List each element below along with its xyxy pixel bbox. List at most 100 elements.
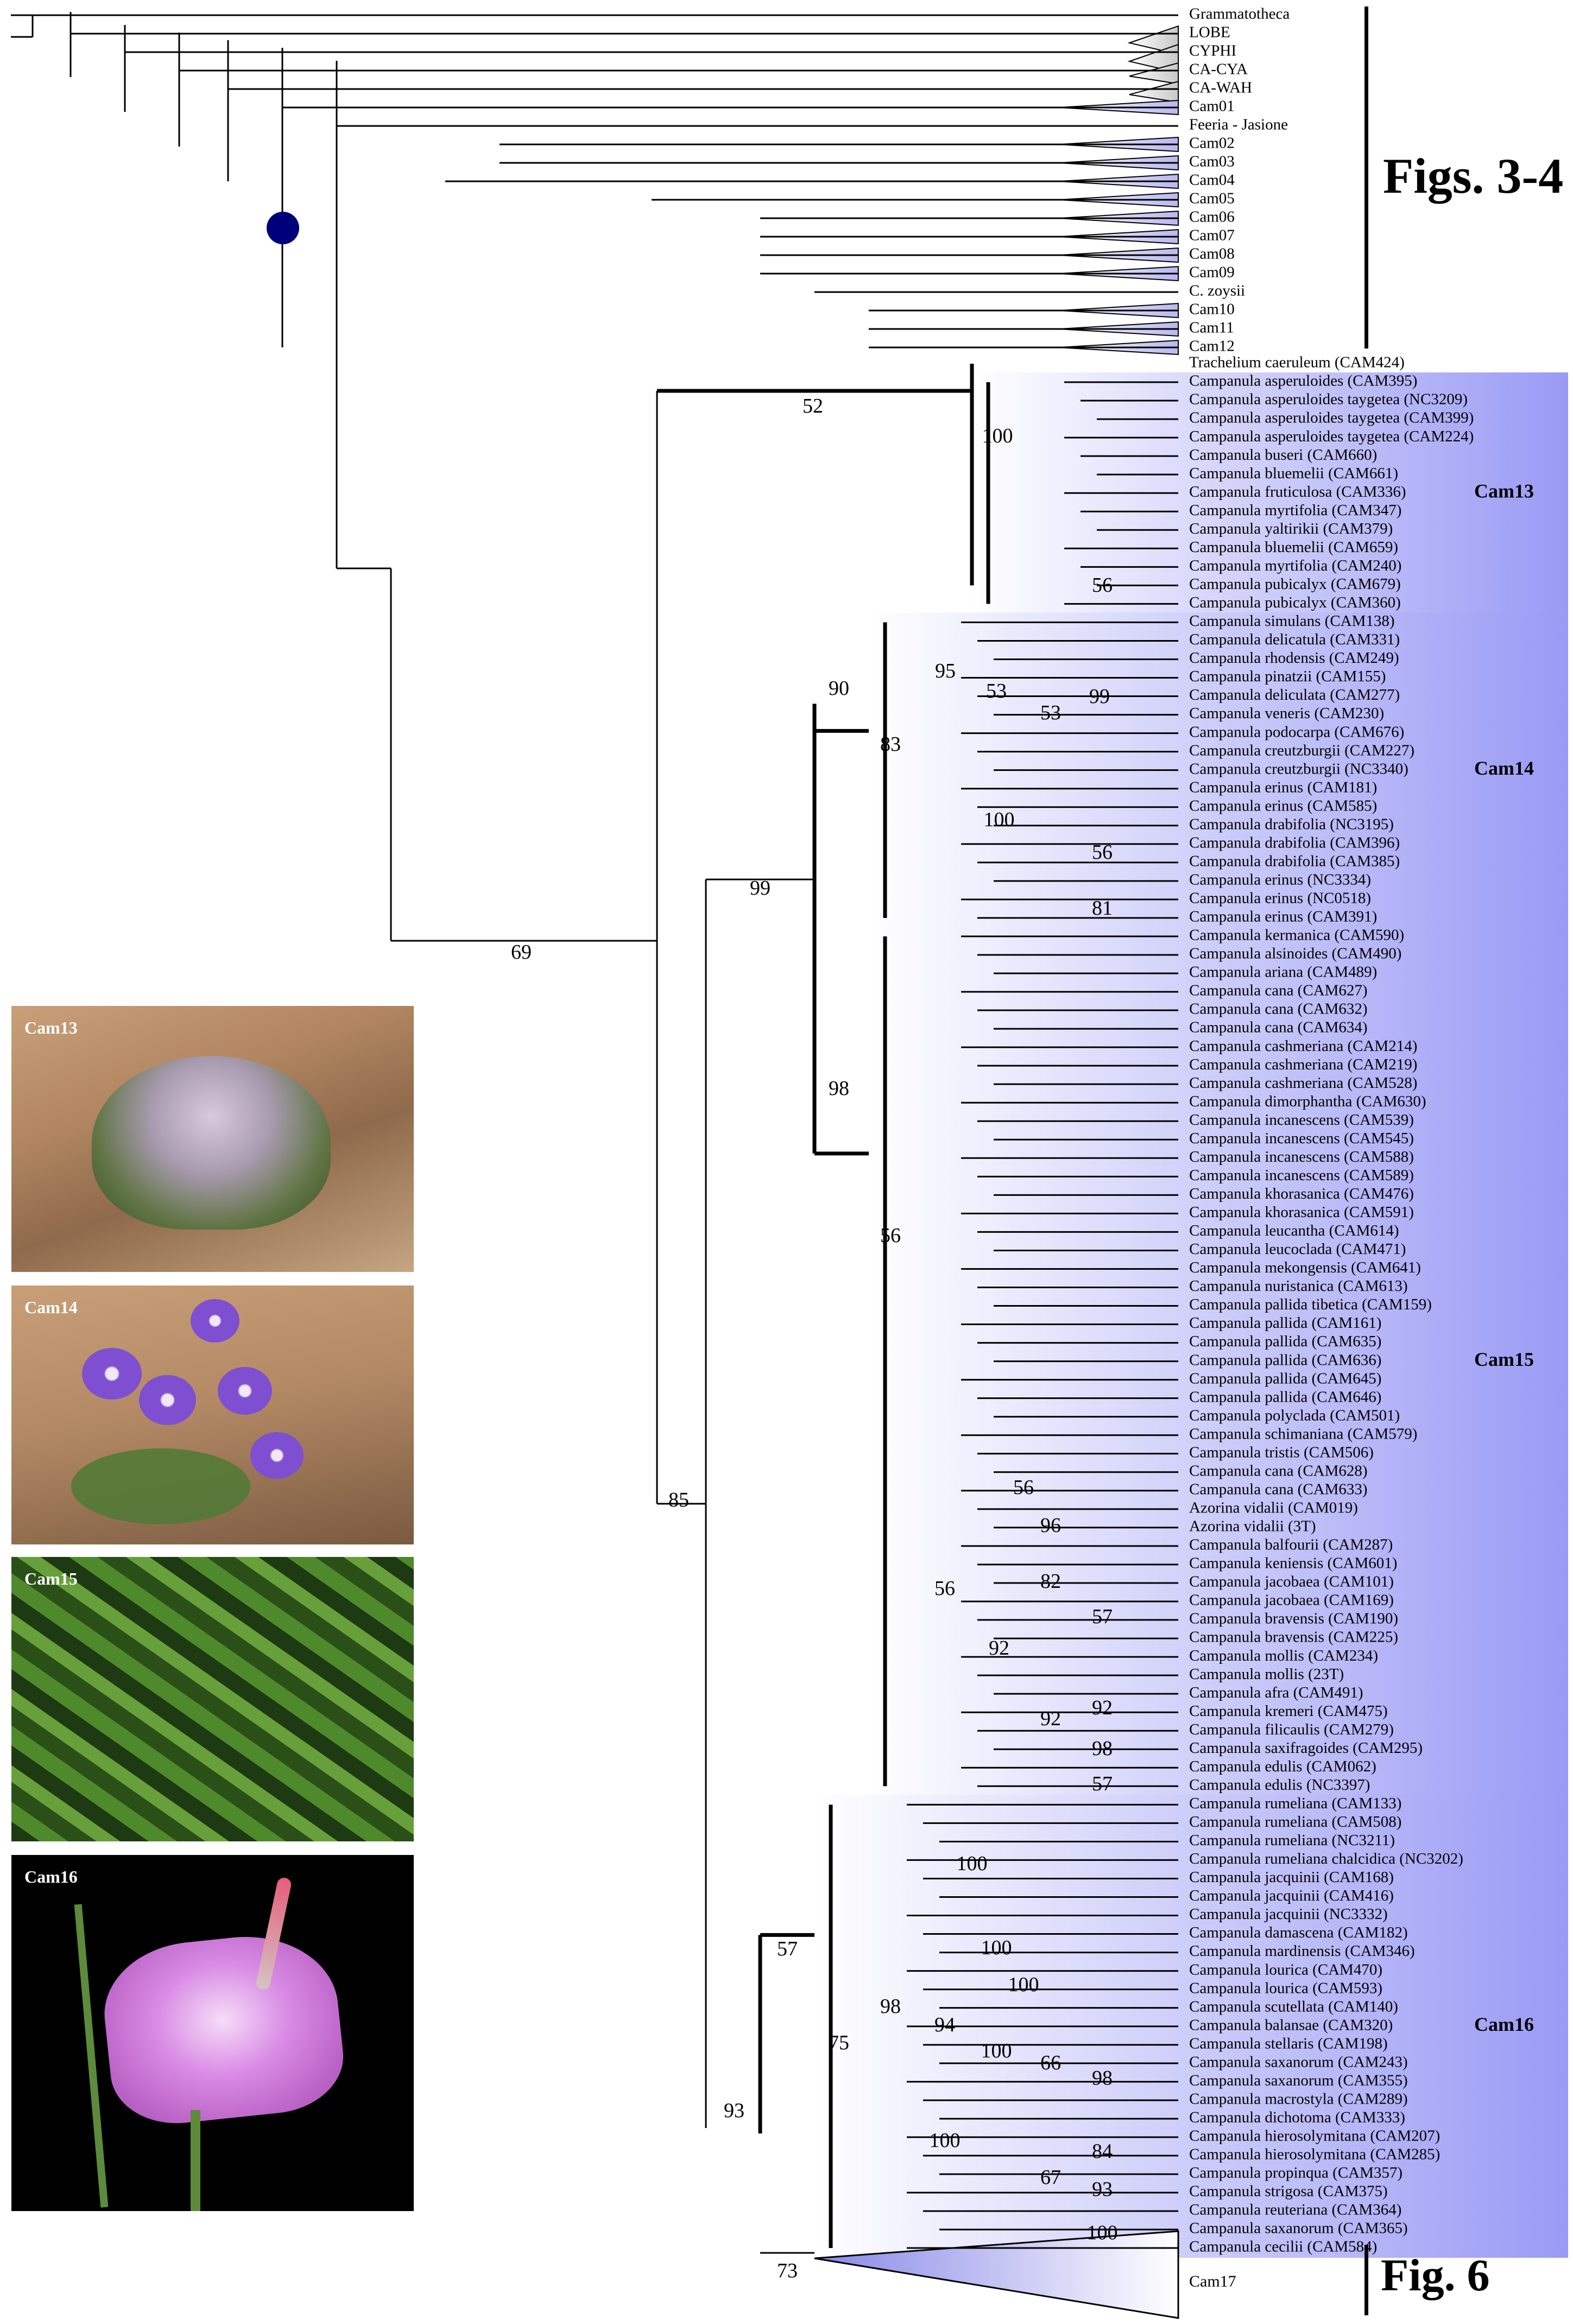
taxon-label: Campanula hierosolymitana (CAM285) [1189, 2146, 1440, 2163]
taxon-label: Campanula hierosolymitana (CAM207) [1189, 2127, 1440, 2145]
taxon-label: Campanula asperuloides taygetea (CAM224) [1189, 428, 1474, 445]
taxon-label: Campanula erinus (CAM391) [1189, 908, 1377, 926]
taxon-label: Campanula reuteriana (CAM364) [1189, 2201, 1401, 2219]
taxon-label: Campanula erinus (CAM585) [1189, 797, 1377, 814]
taxon-label: Campanula filicaulis (CAM279) [1189, 1721, 1394, 1738]
photo-cam15: Cam15 [11, 1557, 414, 1841]
support-value: 67 [1040, 2166, 1061, 2189]
taxon-label: Campanula pubicalyx (CAM360) [1189, 594, 1401, 611]
support-value: 98 [829, 1077, 849, 1100]
cushion-plant-shape [92, 1056, 331, 1230]
support-value: 100 [981, 1936, 1012, 1959]
taxon-label: Campanula cashmeriana (CAM219) [1189, 1056, 1417, 1073]
taxon-label: Campanula afra (CAM491) [1189, 1684, 1363, 1701]
support-value: 57 [777, 1937, 798, 1960]
support-value: 82 [1040, 1570, 1061, 1593]
taxon-label: Campanula pallida (CAM161) [1189, 1314, 1381, 1332]
support-value: 93 [724, 2099, 744, 2122]
taxon-label: Campanula asperuloides taygetea (NC3209) [1189, 391, 1468, 408]
taxon-label: Campanula erinus (NC3334) [1189, 871, 1371, 888]
taxon-label: Campanula kermanica (CAM590) [1189, 927, 1404, 944]
taxon-label: Campanula dichotoma (CAM333) [1189, 2109, 1405, 2126]
support-value: 98 [1092, 1737, 1113, 1760]
taxon-label: Campanula lourica (CAM593) [1189, 1979, 1382, 1997]
taxon-label: Campanula pubicalyx (CAM679) [1189, 575, 1401, 593]
support-value: 56 [1092, 841, 1113, 864]
taxon-label: Campanula incanescens (CAM539) [1189, 1111, 1414, 1129]
taxon-label: Cam07 [1189, 227, 1235, 244]
taxon-label: Campanula drabifolia (CAM396) [1189, 834, 1400, 851]
support-value: 90 [829, 677, 849, 700]
taxon-label: Cam08 [1189, 245, 1235, 263]
taxon-label: Campanula pallida (CAM645) [1189, 1370, 1381, 1387]
taxon-label: Campanula macrostyla (CAM289) [1189, 2090, 1408, 2107]
taxon-label: Cam05 [1189, 190, 1235, 207]
support-value: 56 [880, 1224, 901, 1247]
taxon-label: Campanula leucantha (CAM614) [1189, 1222, 1399, 1239]
taxon-label: Campanula asperuloides (CAM395) [1189, 372, 1417, 390]
taxon-label: Campanula mekongensis (CAM641) [1189, 1259, 1421, 1276]
taxon-label: Campanula propinqua (CAM357) [1189, 2164, 1403, 2182]
taxon-label: LOBE [1189, 24, 1230, 41]
photo-cam13: Cam13 [11, 1006, 414, 1272]
support-value: 52 [803, 395, 823, 417]
taxon-label: Campanula pinatzii (CAM155) [1189, 668, 1386, 685]
support-value: 81 [1092, 897, 1113, 920]
support-value: 100 [984, 808, 1015, 831]
taxon-label: Campanula yaltirikii (CAM379) [1189, 520, 1393, 537]
taxon-label: Azorina vidalii (3T) [1189, 1518, 1316, 1535]
clade-name-cam17: Cam17 [1189, 2272, 1236, 2290]
taxon-label: Campanula cana (CAM633) [1189, 1480, 1368, 1498]
photo-cam14: Cam14 [11, 1286, 414, 1544]
taxon-label: Campanula jacquinii (CAM168) [1189, 1869, 1394, 1886]
taxon-label: Campanula incanescens (CAM588) [1189, 1148, 1414, 1166]
taxon-label: Campanula erinus (NC0518) [1189, 890, 1371, 907]
taxon-label: Campanula balfourii (CAM287) [1189, 1536, 1393, 1554]
fig6-label: Fig. 6 [1381, 2250, 1490, 2301]
support-value: 83 [880, 733, 901, 756]
photo-caption: Cam15 [24, 1569, 78, 1588]
taxon-label: Cam01 [1189, 98, 1235, 115]
taxon-label: Campanula edulis (NC3397) [1189, 1776, 1370, 1794]
clade-name: Cam15 [1474, 1348, 1534, 1370]
photo-cam16: Cam16 [11, 1855, 414, 2211]
taxon-label: Campanula balansae (CAM320) [1189, 2016, 1393, 2034]
support-value: 73 [777, 2259, 798, 2282]
taxon-label: Campanula cashmeriana (CAM528) [1189, 1074, 1417, 1092]
taxon-label: Campanula damascena (CAM182) [1189, 1924, 1408, 1941]
support-value: 100 [930, 2129, 961, 2152]
taxon-label: Campanula khorasanica (CAM476) [1189, 1185, 1414, 1202]
taxon-label: Campanula pallida tibetica (CAM159) [1189, 1296, 1432, 1313]
taxon-label: Campanula cana (CAM632) [1189, 1000, 1368, 1018]
taxon-label: Cam02 [1189, 135, 1235, 152]
taxon-label: Campanula schimaniana (CAM579) [1189, 1425, 1417, 1442]
taxon-label: Campanula rumeliana (CAM133) [1189, 1795, 1401, 1812]
support-value: 100 [1008, 1973, 1039, 1996]
taxon-label: Campanula saxanorum (CAM355) [1189, 2072, 1408, 2089]
taxon-label: Cam04 [1189, 172, 1235, 189]
clade-name: Cam14 [1474, 757, 1534, 779]
support-value: 53 [1040, 701, 1061, 724]
clade-shading [869, 612, 1568, 928]
clade-shading [869, 926, 1568, 1796]
taxon-label: Campanula alsinoides (CAM490) [1189, 945, 1401, 962]
taxon-label: Campanula rumeliana (NC3211) [1189, 1832, 1395, 1849]
taxon-label: Campanula pallida (CAM635) [1189, 1333, 1381, 1350]
taxon-label: Campanula bravensis (CAM225) [1189, 1629, 1398, 1646]
taxon-label: Campanula mardinensis (CAM346) [1189, 1942, 1415, 1960]
taxon-label: CYPHI [1189, 42, 1236, 60]
taxon-label: Campanula myrtifolia (CAM347) [1189, 502, 1401, 519]
taxon-label: Campanula jacobaea (CAM101) [1189, 1573, 1394, 1591]
taxon-label: Campanula khorasanica (CAM591) [1189, 1204, 1414, 1221]
support-value: 92 [989, 1637, 1009, 1660]
support-value: 56 [1013, 1476, 1034, 1499]
figs34-label: Figs. 3-4 [1383, 148, 1564, 204]
taxon-label: Cam10 [1189, 301, 1235, 318]
taxon-label: Campanula ariana (CAM489) [1189, 964, 1377, 981]
taxon-label: Azorina vidalii (CAM019) [1189, 1499, 1358, 1517]
taxon-label: Campanula stellaris (CAM198) [1189, 2035, 1388, 2052]
support-value: 84 [1092, 2140, 1113, 2163]
collapsed-clade-wedge [1129, 80, 1179, 103]
support-value: 92 [1092, 1696, 1113, 1719]
taxon-label: Campanula bluemelii (CAM661) [1189, 465, 1398, 482]
